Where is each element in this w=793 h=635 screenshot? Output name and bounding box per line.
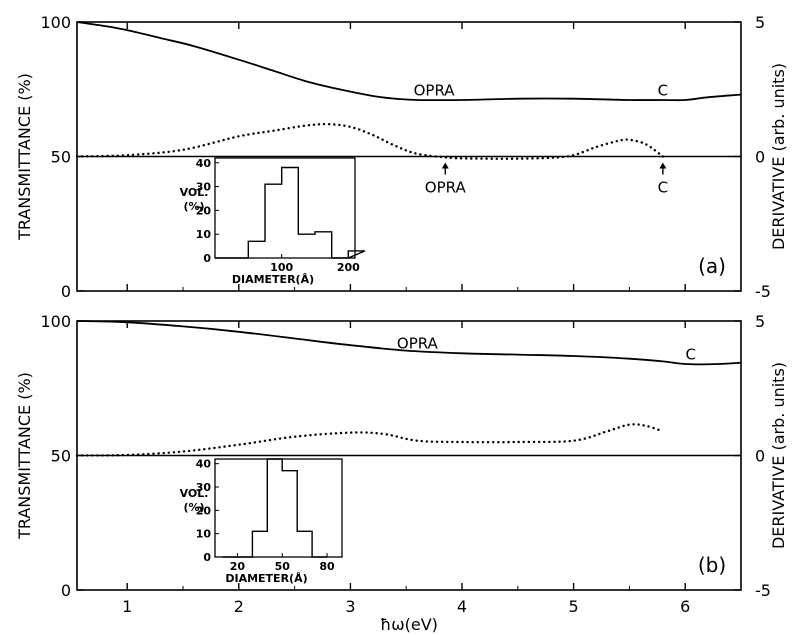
y-left-axis-label: TRANSMITTANCE (%) <box>15 73 34 241</box>
x-tick-label: 2 <box>234 597 244 616</box>
y-left-tick-label: 100 <box>40 312 71 331</box>
inset-x-tick-label: 80 <box>319 560 335 573</box>
inset-y-tick-label: 10 <box>196 228 212 241</box>
inset-y-tick-label: 10 <box>196 528 212 541</box>
inset-frame <box>214 157 356 259</box>
x-axis-label: ħω(eV) <box>380 615 438 634</box>
inset-y-tick-label: 20 <box>196 204 212 217</box>
inset-y-tick-label: 0 <box>203 551 211 564</box>
curve-annotation: C <box>686 345 696 363</box>
inset-histogram: 0 10 20 30 40 20 50 80 DIAMETER(Å) VOL.(%) <box>180 458 343 585</box>
y-left-tick-label: 0 <box>61 581 71 600</box>
inset-y-tick-label: 30 <box>196 181 212 194</box>
inset-y-tick-label: 40 <box>196 157 212 170</box>
y-left-axis-label: TRANSMITTANCE (%) <box>15 372 34 540</box>
derivative-series <box>75 423 665 457</box>
marker-arrowhead <box>659 162 667 169</box>
marker-arrowhead <box>441 162 449 169</box>
inset-x-label: DIAMETER(Å) <box>225 572 307 585</box>
panel-label: (a) <box>698 254 726 278</box>
inset-x-tick-label: 200 <box>337 261 360 274</box>
inset-y-tick-label: 40 <box>196 458 212 471</box>
marker-label: OPRA <box>425 179 467 197</box>
y-right-tick-label: 0 <box>755 447 765 466</box>
y-left-tick-label: 50 <box>51 447 71 466</box>
marker-label: C <box>658 179 668 197</box>
inset-y-label: VOL. <box>180 487 209 500</box>
y-right-tick-label: -5 <box>755 282 771 301</box>
y-right-tick-label: 5 <box>755 312 765 331</box>
curve-annotation: OPRA <box>397 335 439 353</box>
y-right-tick-label: 0 <box>755 148 765 167</box>
inset-y-label-unit: (%) <box>183 501 204 514</box>
curve-annotation: OPRA <box>414 81 456 99</box>
y-right-axis-label: DERIVATIVE (arb. units) <box>769 362 788 549</box>
y-left-tick-label: 100 <box>40 13 71 32</box>
x-tick-label: 5 <box>569 597 579 616</box>
inset-histogram: 0 10 20 30 40 100 200 DIAMETER(Å) VOL.(%) <box>180 157 366 286</box>
inset-x-tick-label: 50 <box>275 560 291 573</box>
panel-label: (b) <box>698 553 726 577</box>
y-right-axis-label: DERIVATIVE (arb. units) <box>769 63 788 250</box>
transmittance-series <box>76 21 742 102</box>
y-right-tick-label: -5 <box>755 581 771 600</box>
transmittance-series <box>76 320 742 366</box>
inset-x-label: DIAMETER(Å) <box>232 273 314 286</box>
inset-y-tick-label: 0 <box>203 252 211 265</box>
inset-y-tick-label: 20 <box>196 504 212 517</box>
inset-y-label: VOL. <box>180 186 209 199</box>
x-tick-label: 1 <box>122 597 132 616</box>
derivative-series <box>75 122 665 160</box>
y-right-tick-label: 5 <box>755 13 765 32</box>
inset-x-tick-label: 100 <box>270 261 293 274</box>
inset-bars <box>222 458 328 558</box>
x-tick-label: 4 <box>457 597 467 616</box>
inset-y-tick-label: 30 <box>196 481 212 494</box>
inset-frame <box>214 458 343 558</box>
x-tick-label: 6 <box>680 597 690 616</box>
inset-y-label-unit: (%) <box>183 200 204 213</box>
y-left-tick-label: 0 <box>61 282 71 301</box>
x-tick-label: 3 <box>345 597 355 616</box>
curve-annotation: C <box>658 81 668 99</box>
y-left-tick-label: 50 <box>51 148 71 167</box>
inset-x-tick-label: 20 <box>230 560 246 573</box>
